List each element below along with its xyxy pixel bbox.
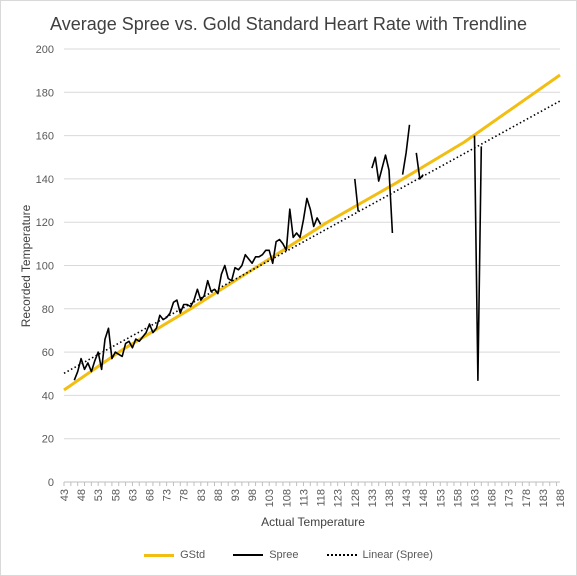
y-tick-label: 180 <box>36 87 54 99</box>
legend-swatch-gstd <box>144 553 175 557</box>
legend-label-linear-spree: Linear (Spree) <box>362 549 433 561</box>
legend-item-linear-spree: Linear (Spree) <box>326 549 433 561</box>
legend: GStd Spree Linear (Spree) <box>0 549 577 561</box>
x-tick-label: 73 <box>162 489 174 501</box>
x-tick-label: 158 <box>452 489 464 507</box>
legend-label-gstd: GStd <box>180 549 206 561</box>
y-tick-label: 140 <box>36 174 54 186</box>
y-tick-label: 80 <box>42 304 54 316</box>
grid-lines <box>64 48 560 483</box>
x-tick-label: 103 <box>264 489 276 507</box>
x-tick-label: 68 <box>145 489 157 501</box>
x-tick-label: 83 <box>196 489 208 501</box>
x-tick-label: 113 <box>298 489 310 507</box>
series-linear-spree <box>63 100 561 375</box>
y-tick-label: 60 <box>42 347 54 359</box>
x-tick-label: 88 <box>213 489 225 501</box>
legend-item-gstd: GStd <box>144 549 205 561</box>
x-axis-title: Actual Temperature <box>261 515 365 529</box>
legend-swatch-spree <box>233 554 264 556</box>
chart-title: Average Spree vs. Gold Standard Heart Ra… <box>50 14 527 34</box>
y-tick-label: 200 <box>36 44 54 56</box>
series-layer <box>63 73 561 392</box>
x-tick-label: 168 <box>487 489 499 507</box>
x-tick-label: 173 <box>504 489 516 507</box>
legend-item-spree: Spree <box>233 549 299 561</box>
x-tick-label: 128 <box>350 489 362 507</box>
x-tick-label: 123 <box>333 489 345 507</box>
plot-area: 0 20 40 60 80 100 120 140 160 180 200 43 48 53 58 63 68… <box>19 44 567 529</box>
x-tick-label: 93 <box>230 489 242 501</box>
x-tick-label: 78 <box>179 489 191 501</box>
legend-swatch-linear-spree <box>326 554 357 556</box>
x-tick-label: 183 <box>538 489 550 507</box>
y-tick-label: 100 <box>36 261 54 273</box>
x-tick-label: 48 <box>76 489 88 501</box>
x-tick-label: 63 <box>127 489 139 501</box>
x-tick-label: 188 <box>555 489 567 507</box>
x-tick-label: 58 <box>110 489 122 501</box>
series-gstd <box>63 73 561 392</box>
x-tick-label: 153 <box>435 489 447 507</box>
y-tick-label: 20 <box>42 434 54 446</box>
x-tick-label: 163 <box>469 489 481 507</box>
y-tick-label: 0 <box>48 477 54 489</box>
x-axis-ticks: 43 48 53 58 63 68 73 78 83 88 93 98 103 108 113 118 123 1… <box>59 482 567 507</box>
x-tick-label: 178 <box>521 489 533 507</box>
x-tick-label: 53 <box>93 489 105 501</box>
x-tick-label: 148 <box>418 489 430 507</box>
x-tick-label: 138 <box>384 489 396 507</box>
series-spree <box>73 124 483 381</box>
x-tick-label: 133 <box>367 489 379 507</box>
x-tick-label: 143 <box>401 489 413 507</box>
x-tick-label: 108 <box>281 489 293 507</box>
y-axis-title: Recorded Temperature <box>19 204 33 327</box>
x-tick-label: 118 <box>316 489 328 507</box>
x-tick-label: 98 <box>247 489 259 501</box>
y-tick-label: 40 <box>42 390 54 402</box>
y-tick-label: 160 <box>36 131 54 143</box>
y-tick-label: 120 <box>36 217 54 229</box>
x-tick-label: 43 <box>59 489 71 501</box>
legend-label-spree: Spree <box>269 549 299 561</box>
y-axis-ticks: 0 20 40 60 80 100 120 140 160 180 200 <box>36 44 54 489</box>
